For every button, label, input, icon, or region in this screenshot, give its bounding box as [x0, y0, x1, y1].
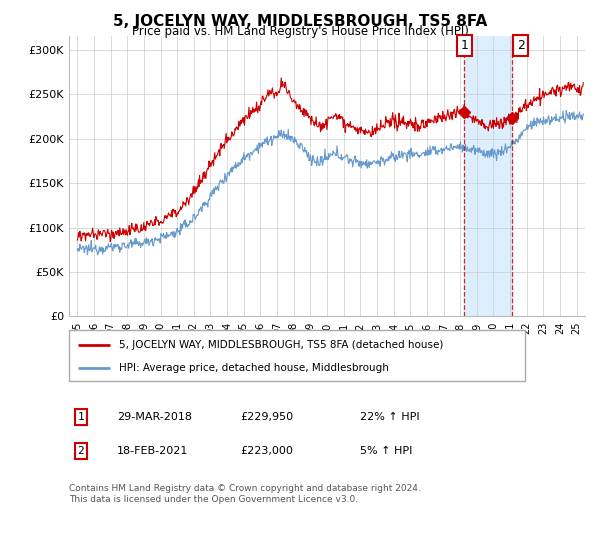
- Text: 1: 1: [77, 412, 85, 422]
- Text: Contains HM Land Registry data © Crown copyright and database right 2024.
This d: Contains HM Land Registry data © Crown c…: [69, 484, 421, 504]
- Text: £229,950: £229,950: [240, 412, 293, 422]
- Text: HPI: Average price, detached house, Middlesbrough: HPI: Average price, detached house, Midd…: [119, 363, 389, 373]
- Text: 22% ↑ HPI: 22% ↑ HPI: [360, 412, 419, 422]
- Text: 2: 2: [517, 39, 524, 52]
- Text: 5, JOCELYN WAY, MIDDLESBROUGH, TS5 8FA: 5, JOCELYN WAY, MIDDLESBROUGH, TS5 8FA: [113, 14, 487, 29]
- Text: 2: 2: [77, 446, 85, 456]
- Text: 1: 1: [460, 39, 468, 52]
- Text: 5, JOCELYN WAY, MIDDLESBROUGH, TS5 8FA (detached house): 5, JOCELYN WAY, MIDDLESBROUGH, TS5 8FA (…: [119, 339, 443, 349]
- Text: Price paid vs. HM Land Registry's House Price Index (HPI): Price paid vs. HM Land Registry's House …: [131, 25, 469, 38]
- Text: 5% ↑ HPI: 5% ↑ HPI: [360, 446, 412, 456]
- Text: £223,000: £223,000: [240, 446, 293, 456]
- Text: 29-MAR-2018: 29-MAR-2018: [117, 412, 192, 422]
- Bar: [464, 36, 512, 316]
- Text: 18-FEB-2021: 18-FEB-2021: [117, 446, 188, 456]
